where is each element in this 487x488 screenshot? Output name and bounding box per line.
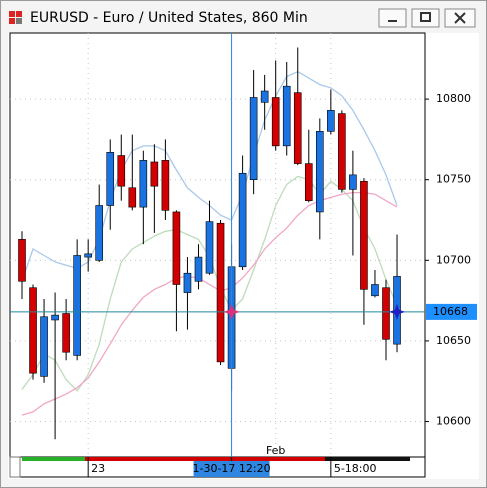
candle-body (73, 255, 81, 356)
crosshair-marker (223, 303, 240, 320)
candle-body (95, 205, 104, 261)
session-strip (325, 457, 410, 461)
candle-body (249, 97, 258, 181)
y-tick-label: 10700 (436, 253, 471, 266)
x-tick-label: 23 (91, 462, 105, 475)
candle-body (238, 172, 247, 268)
candle-body (40, 316, 48, 377)
y-tick-label: 10750 (436, 173, 471, 186)
close-button[interactable] (444, 8, 476, 28)
candle-body (139, 160, 148, 208)
y-tick-label: 10650 (436, 334, 471, 347)
candle-body (183, 272, 192, 293)
candle-body (216, 222, 225, 363)
candle-body (293, 92, 302, 164)
session-strip (85, 457, 325, 461)
crosshair-x-label-bg (193, 461, 270, 477)
indicator-line (21, 191, 398, 416)
y-tick-label: 10800 (436, 92, 471, 105)
x-tick-label: 1-30-17 12:20 (192, 462, 270, 475)
candle-body (327, 110, 335, 132)
session-strip (22, 457, 85, 461)
candle-body (150, 161, 159, 187)
candle-body (371, 284, 379, 297)
candle-body (360, 181, 368, 290)
x-tick-label: 5-18:00 (334, 462, 377, 475)
candle-body (282, 85, 291, 147)
candle-body (338, 113, 346, 190)
candle-body (106, 152, 115, 206)
crosshair-price-bg (426, 303, 477, 320)
candle-body (271, 97, 280, 147)
candle-body (117, 155, 126, 187)
crosshair-price-label: 10668 (433, 305, 468, 318)
candle-body (172, 211, 181, 285)
candle-body (382, 287, 390, 340)
month-label: Feb (266, 444, 285, 457)
candle-body (205, 221, 214, 274)
price-marker (389, 303, 405, 320)
candle-body (18, 239, 26, 282)
window-title: EURUSD - Euro / United States, 860 Min (30, 10, 308, 26)
candle-body (260, 90, 269, 103)
candle-body (62, 313, 70, 353)
candle-body (194, 256, 203, 282)
candle-body (161, 160, 170, 211)
candle-body (349, 174, 357, 190)
y-tick-label: 10600 (436, 415, 471, 428)
candle-body (51, 314, 59, 321)
candle-body (304, 163, 313, 201)
candle-body (316, 131, 324, 213)
minimize-button[interactable] (378, 8, 407, 28)
candle-body (128, 187, 137, 208)
app-icon (9, 11, 22, 24)
candle-body (29, 287, 37, 374)
candle-body (84, 253, 92, 258)
scroll-handle[interactable] (9, 456, 21, 478)
maximize-button[interactable] (411, 8, 440, 28)
